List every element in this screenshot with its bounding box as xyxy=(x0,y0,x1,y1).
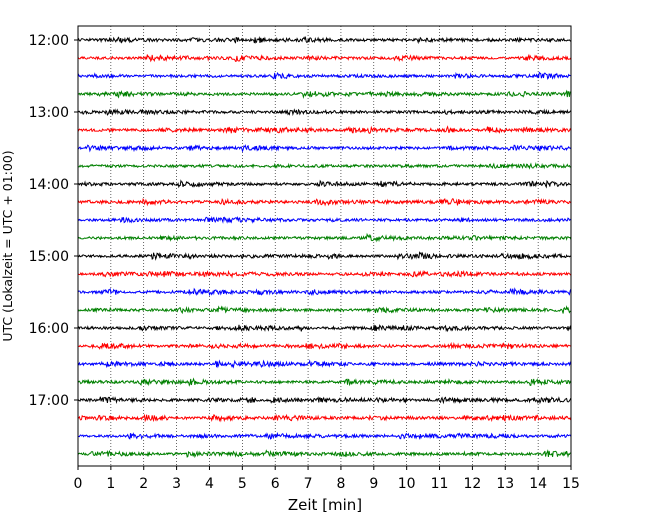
x-tick-label: 4 xyxy=(205,476,214,492)
x-tick-label: 14 xyxy=(529,476,547,492)
y-axis-label: UTC (Lokalzeit = UTC + 01:00) xyxy=(0,150,15,341)
x-tick-label: 9 xyxy=(369,476,378,492)
x-tick-label: 13 xyxy=(496,476,514,492)
seismogram-trace xyxy=(77,162,572,170)
plot-background xyxy=(78,26,571,466)
x-tick-label: 2 xyxy=(139,476,148,492)
seismogram-trace xyxy=(77,449,572,459)
seismogram-trace xyxy=(77,396,572,405)
x-tick-label: 5 xyxy=(238,476,247,492)
y-tick-label: 13:00 xyxy=(29,105,69,121)
seismogram-trace xyxy=(77,216,572,224)
seismogram-trace xyxy=(77,324,572,333)
seismogram-trace xyxy=(77,108,572,117)
y-axis-ticks: 12:00 13:00 14:00 15:00 16:00 17:00 xyxy=(29,33,78,409)
x-tick-label: 1 xyxy=(106,476,115,492)
x-tick-label: 3 xyxy=(172,476,181,492)
seismogram-trace xyxy=(77,71,572,80)
seismogram-trace xyxy=(77,179,571,189)
seismogram-trace xyxy=(77,197,572,207)
x-tick-label: 12 xyxy=(463,476,481,492)
x-tick-label: 15 xyxy=(562,476,580,492)
y-tick-label: 12:00 xyxy=(29,33,69,49)
x-tick-label: 0 xyxy=(74,476,83,492)
seismogram-trace xyxy=(77,125,572,134)
y-tick-label: 16:00 xyxy=(29,321,69,337)
y-tick-label: 17:00 xyxy=(29,393,69,409)
y-tick-label: 14:00 xyxy=(29,177,69,193)
seismogram-trace xyxy=(77,305,572,315)
seismogram-trace xyxy=(77,413,572,423)
seismogram-trace xyxy=(77,89,572,99)
seismogram-trace xyxy=(77,232,572,243)
seismogram-trace xyxy=(77,144,572,153)
seismogram-trace xyxy=(77,251,572,261)
y-tick-label: 15:00 xyxy=(29,249,69,265)
seismogram-trace xyxy=(77,431,572,441)
seismogram-traces xyxy=(77,35,572,459)
seismogram-trace xyxy=(77,359,572,369)
plot-frame xyxy=(77,25,572,467)
x-grid xyxy=(110,26,539,466)
seismogram-trace xyxy=(77,35,572,45)
x-tick-label: 8 xyxy=(336,476,345,492)
seismogram-trace xyxy=(77,53,572,63)
x-axis-ticks: 0 1 2 3 4 5 6 7 8 9 10 11 12 13 14 15 xyxy=(74,466,580,492)
x-tick-label: 10 xyxy=(398,476,416,492)
seismogram-trace xyxy=(77,377,572,387)
x-tick-label: 7 xyxy=(304,476,313,492)
x-axis-label: Zeit [min] xyxy=(288,496,362,514)
seismogram-trace xyxy=(77,269,572,279)
x-tick-label: 11 xyxy=(431,476,449,492)
seismogram-trace xyxy=(77,287,572,297)
seismogram-trace xyxy=(77,341,572,350)
x-tick-label: 6 xyxy=(271,476,280,492)
